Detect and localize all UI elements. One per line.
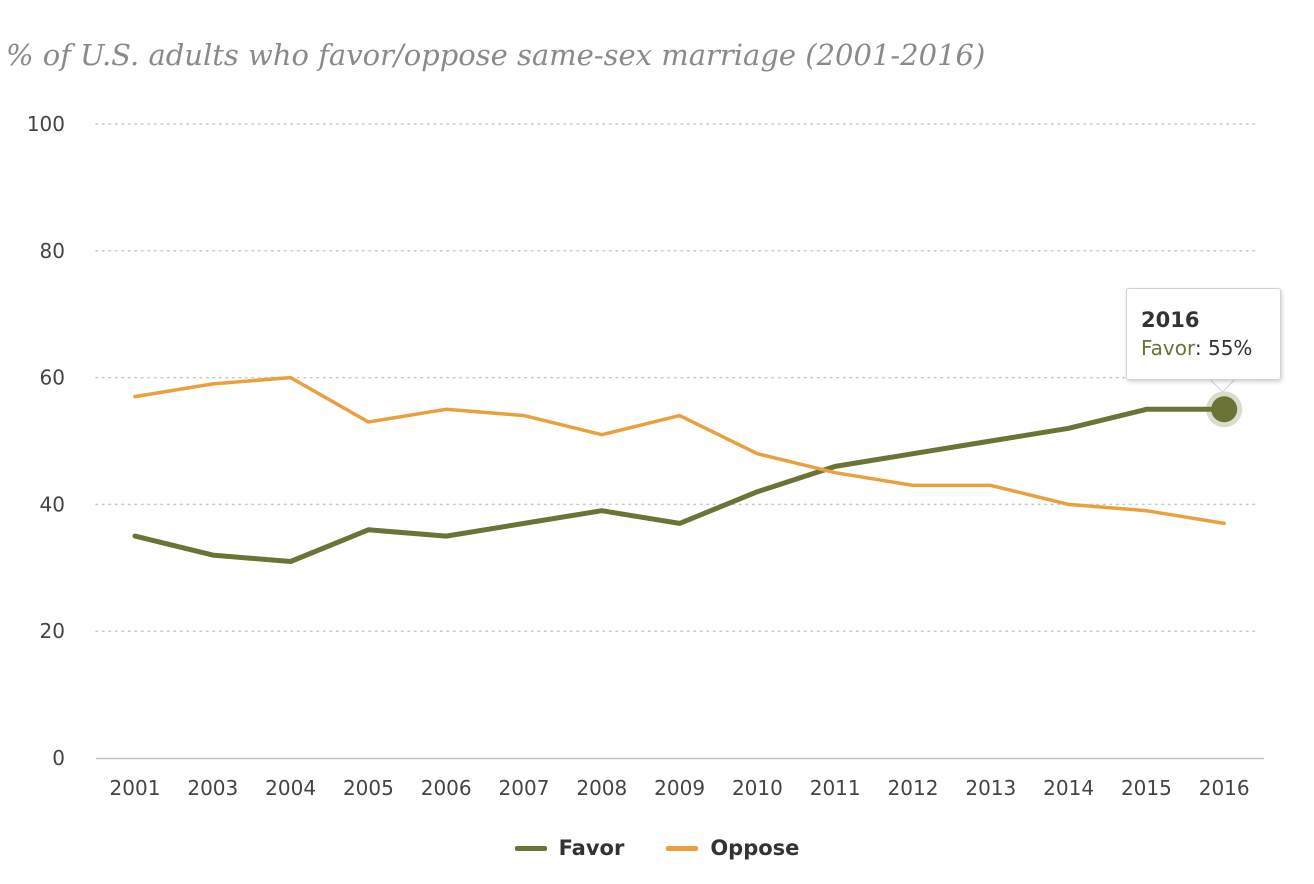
x-tick-label-2004: 2004 xyxy=(265,776,316,800)
x-tick-label-2016: 2016 xyxy=(1199,776,1250,800)
x-tick-label-2008: 2008 xyxy=(576,776,627,800)
y-tick-label-100: 100 xyxy=(27,112,65,136)
legend-item-favor[interactable]: Favor xyxy=(514,836,625,860)
y-tick-label-80: 80 xyxy=(40,239,65,263)
legend-label-favor: Favor xyxy=(558,836,625,860)
y-tick-label-60: 60 xyxy=(40,366,65,390)
y-axis-tick-labels: 0 20 40 60 80 100 xyxy=(27,112,65,770)
chart-title: % of U.S. adults who favor/oppose same-s… xyxy=(6,38,986,72)
tooltip-separator: : xyxy=(1194,336,1208,360)
legend-swatch-oppose xyxy=(666,845,699,851)
x-tick-label-2005: 2005 xyxy=(343,776,394,800)
x-tick-label-2006: 2006 xyxy=(421,776,472,800)
tooltip-value-line: Favor: 55% xyxy=(1141,333,1280,363)
y-tick-label-40: 40 xyxy=(40,492,65,516)
x-axis-tick-labels: 2001 2003 2004 2005 2006 2007 2008 2009 2010 2011… xyxy=(110,776,1250,800)
series-lines xyxy=(132,375,1227,564)
x-tick-label-2013: 2013 xyxy=(965,776,1016,800)
x-tick-label-2003: 2003 xyxy=(187,776,238,800)
series-line-favor xyxy=(132,406,1227,564)
highlight-point xyxy=(1211,396,1238,423)
tooltip-year: 2016 xyxy=(1141,308,1200,332)
tooltip-series-label: Favor xyxy=(1141,336,1195,360)
x-tick-label-2011: 2011 xyxy=(810,776,861,800)
y-tick-label-20: 20 xyxy=(40,619,65,643)
highlight-marker xyxy=(1206,391,1243,428)
legend: Favor Oppose xyxy=(0,836,1314,860)
legend-item-oppose[interactable]: Oppose xyxy=(666,836,799,860)
legend-swatch-favor xyxy=(514,845,547,851)
x-tick-label-2009: 2009 xyxy=(654,776,705,800)
legend-label-oppose: Oppose xyxy=(710,836,800,860)
x-tick-label-2014: 2014 xyxy=(1043,776,1094,800)
x-tick-label-2015: 2015 xyxy=(1121,776,1172,800)
series-line-oppose xyxy=(133,375,1226,526)
x-tick-label-2010: 2010 xyxy=(732,776,783,800)
tooltip-value: 55% xyxy=(1207,336,1253,360)
y-tick-label-0: 0 xyxy=(52,746,65,770)
x-tick-label-2001: 2001 xyxy=(110,776,161,800)
x-tick-label-2012: 2012 xyxy=(888,776,939,800)
x-tick-label-2007: 2007 xyxy=(499,776,550,800)
tooltip: 2016 Favor: 55% xyxy=(1126,288,1281,380)
